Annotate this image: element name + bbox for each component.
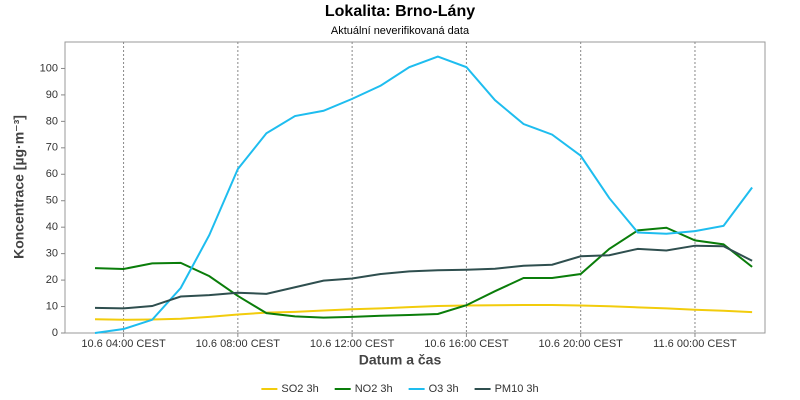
y-axis-label: Koncentrace [µg·m⁻³] [11, 115, 27, 259]
y-tick-label: 90 [46, 89, 58, 101]
legend-item: PM10 3h [474, 383, 539, 395]
legend-label: PM10 3h [495, 383, 539, 395]
y-tick-label: 70 [46, 142, 58, 154]
legend-item: NO2 3h [334, 383, 393, 395]
y-tick-label: 100 [40, 62, 58, 74]
x-tick-label: 11.6 00:00 CEST [653, 338, 737, 350]
chart-title: Lokalita: Brno-Lány [325, 3, 475, 20]
y-tick-label: 50 [46, 195, 58, 207]
y-tick-label: 80 [46, 115, 58, 127]
x-tick-label: 10.6 20:00 CEST [538, 338, 623, 350]
legend-label: SO2 3h [281, 383, 318, 395]
legend-label: O3 3h [429, 383, 459, 395]
chart-subtitle: Aktuální neverifikovaná data [331, 25, 470, 37]
x-tick-label: 10.6 08:00 CEST [196, 338, 281, 350]
line-series [94, 55, 753, 334]
plot-area [64, 41, 766, 334]
x-tick-label: 10.6 04:00 CEST [81, 338, 166, 350]
x-tick-label: 10.6 12:00 CEST [310, 338, 395, 350]
legend-item: O3 3h [408, 383, 459, 395]
line-series [94, 226, 753, 319]
x-tick-label: 10.6 16:00 CEST [424, 338, 509, 350]
y-tick-label: 40 [46, 221, 58, 233]
y-tick-label: 10 [46, 300, 58, 312]
legend-item: SO2 3h [261, 383, 319, 395]
line-series [94, 244, 753, 310]
y-tick-label: 0 [52, 327, 58, 339]
y-tick-label: 60 [46, 168, 58, 180]
line-series [94, 303, 753, 321]
y-tick-label: 20 [46, 274, 58, 286]
legend-label: NO2 3h [355, 383, 393, 395]
x-axis-label: Datum a čas [359, 352, 442, 368]
y-tick-label: 30 [46, 248, 58, 260]
